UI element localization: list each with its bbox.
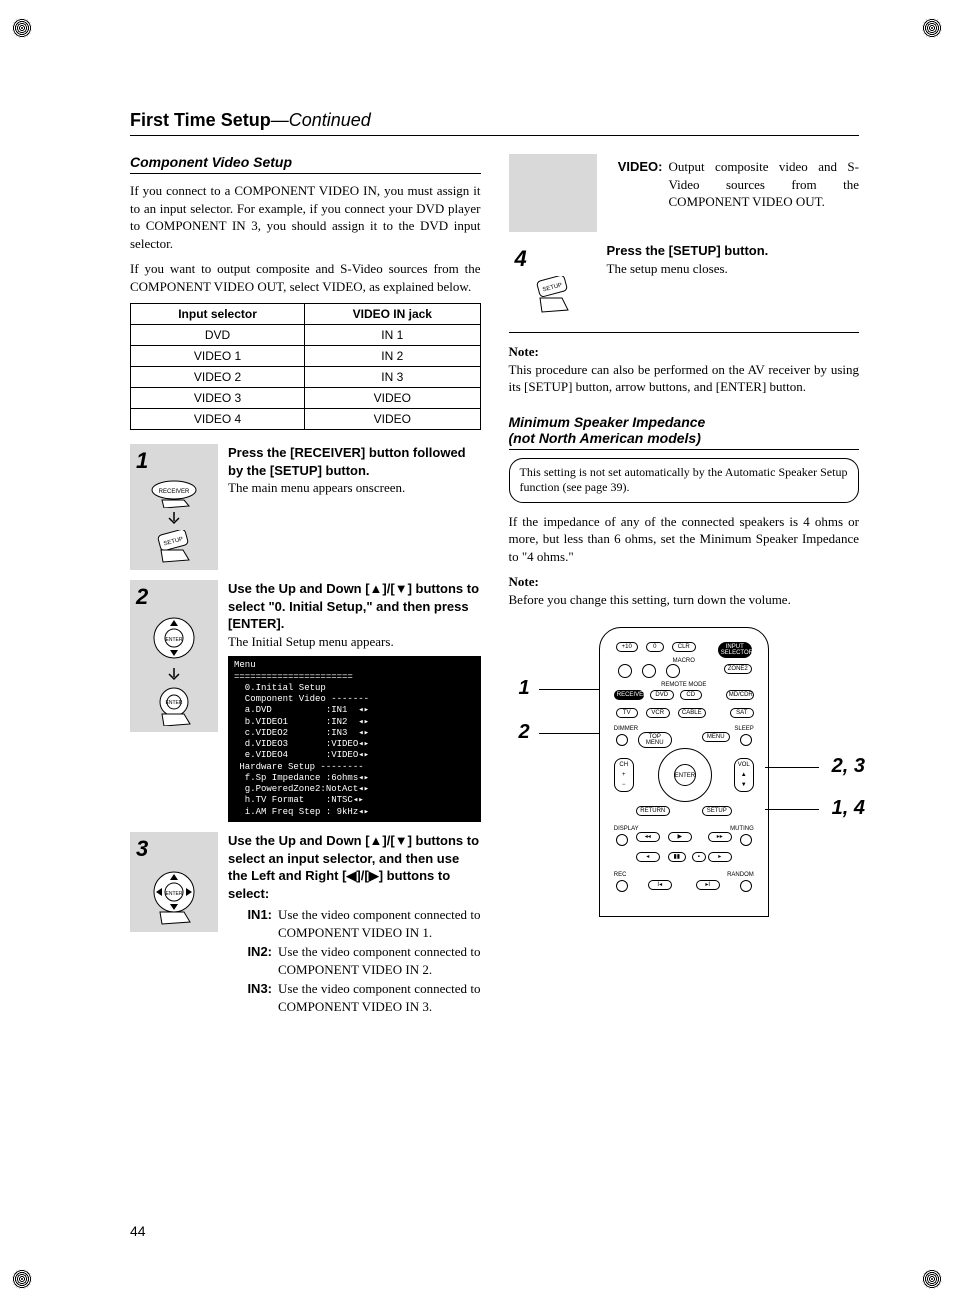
table-row: VIDEO 4VIDEO — [131, 409, 481, 430]
osd-menu-screenshot: Menu ====================== 0.Initial Se… — [228, 656, 481, 822]
remote-figure: +10 0 CLR INPUT SELECTOR MACRO ZONE2 REM… — [509, 627, 860, 937]
step-number: 3 — [136, 836, 214, 862]
annotation-1: 1 — [519, 677, 530, 700]
step-4: 4 SETUP Press the [SETUP] button. The se… — [509, 242, 860, 322]
step-1-body: Press the [RECEIVER] button followed by … — [218, 444, 481, 497]
step-3-lead: Use the Up and Down [▲]/[▼] buttons to s… — [228, 833, 479, 901]
annotation-2-3: 2, 3 — [832, 755, 865, 778]
step-3c-icon-box — [509, 154, 597, 232]
step-1-after: The main menu appears onscreen. — [228, 480, 405, 495]
step-number: 4 — [515, 246, 593, 272]
table-header-2: VIDEO IN jack — [305, 304, 480, 325]
step-3-icons: ENTER — [136, 866, 212, 926]
svg-text:RECEIVER: RECEIVER — [159, 489, 190, 495]
step-1-icons: RECEIVER SETUP — [136, 478, 212, 564]
callout-auto-setup: This setting is not set automatically by… — [509, 458, 860, 503]
step-number: 1 — [136, 448, 214, 474]
svg-text:ENTER: ENTER — [166, 700, 183, 706]
enter-dpad-icon: ENTER — [144, 614, 204, 664]
step-2-lead: Use the Up and Down [▲]/[▼] buttons to s… — [228, 581, 479, 631]
step-4-after: The setup menu closes. — [607, 261, 728, 276]
crop-dot — [922, 18, 942, 38]
def-in1: IN1:Use the video component connected to… — [228, 906, 481, 941]
step-1: 1 RECEIVER SETUP — [130, 444, 481, 570]
right-column: VIDEO: Output composite video and S-Vide… — [509, 154, 860, 1027]
crop-dot — [922, 1269, 942, 1289]
section-heading-component-video: Component Video Setup — [130, 154, 481, 174]
def-video: VIDEO: Output composite video and S-Vide… — [607, 158, 860, 211]
step-2-icon-box: 2 ENTER ENTER — [130, 580, 218, 732]
def-in2: IN2:Use the video component connected to… — [228, 943, 481, 978]
annotation-2: 2 — [519, 721, 530, 744]
step-1-lead: Press the [RECEIVER] button followed by … — [228, 445, 466, 478]
step-2-after: The Initial Setup menu appears. — [228, 634, 394, 649]
cv-para-1: If you connect to a COMPONENT VIDEO IN, … — [130, 182, 481, 252]
annotation-line — [539, 689, 599, 690]
step-3-icon-box: 3 ENTER — [130, 832, 218, 932]
title-main: First Time Setup — [130, 110, 271, 130]
annotation-line — [539, 733, 599, 734]
enter-dpad-icon: ENTER — [144, 866, 204, 926]
step-2-body: Use the Up and Down [▲]/[▼] buttons to s… — [218, 580, 481, 822]
note-text: This procedure can also be performed on … — [509, 362, 860, 395]
input-selector-table: Input selector VIDEO IN jack DVDIN 1 VID… — [130, 303, 481, 430]
remote-outline: +10 0 CLR INPUT SELECTOR MACRO ZONE2 REM… — [599, 627, 769, 917]
page-number: 44 — [130, 1223, 146, 1239]
arrow-down-icon — [167, 512, 181, 526]
step-4-icons: SETUP — [515, 276, 591, 316]
crop-dot — [12, 1269, 32, 1289]
remote-buttons: +10 0 CLR INPUT SELECTOR MACRO ZONE2 REM… — [608, 636, 760, 908]
setup-button-icon: SETUP — [526, 276, 580, 316]
crop-dot — [12, 18, 32, 38]
step-1-icon-box: 1 RECEIVER SETUP — [130, 444, 218, 570]
manual-page: First Time Setup—Continued Component Vid… — [0, 0, 954, 1297]
section-heading-impedance: Minimum Speaker Impedance (not North Ame… — [509, 414, 860, 450]
table-row: DVDIN 1 — [131, 325, 481, 346]
divider — [509, 332, 860, 333]
table-row: VIDEO 3VIDEO — [131, 388, 481, 409]
left-column: Component Video Setup If you connect to … — [130, 154, 481, 1027]
step-number: 2 — [136, 584, 214, 610]
impedance-para: If the impedance of any of the connected… — [509, 513, 860, 566]
step-2: 2 ENTER ENTER — [130, 580, 481, 822]
annotation-line — [765, 809, 819, 810]
impedance-note: Note: Before you change this setting, tu… — [509, 573, 860, 608]
page-title: First Time Setup—Continued — [130, 110, 859, 136]
table-header-1: Input selector — [131, 304, 305, 325]
step-3: 3 ENTER — [130, 832, 481, 1017]
def-in3: IN3:Use the video component connected to… — [228, 980, 481, 1015]
svg-text:ENTER: ENTER — [166, 637, 183, 643]
step-3-body: Use the Up and Down [▲]/[▼] buttons to s… — [218, 832, 481, 1017]
step-4-body: Press the [SETUP] button. The setup menu… — [597, 242, 860, 277]
enter-press-icon: ENTER — [150, 686, 198, 726]
two-column-layout: Component Video Setup If you connect to … — [130, 154, 859, 1027]
title-continued: —Continued — [271, 110, 371, 130]
annotation-1-4: 1, 4 — [832, 797, 865, 820]
note-label: Note: — [509, 344, 539, 359]
note-block: Note: This procedure can also be perform… — [509, 343, 860, 396]
step-3-continued: VIDEO: Output composite video and S-Vide… — [509, 154, 860, 232]
setup-button-icon: SETUP — [147, 530, 201, 564]
table-row: VIDEO 2IN 3 — [131, 367, 481, 388]
table-row: VIDEO 1IN 2 — [131, 346, 481, 367]
step-4-lead: Press the [SETUP] button. — [607, 243, 769, 258]
svg-text:ENTER: ENTER — [166, 891, 183, 897]
step-3c-body: VIDEO: Output composite video and S-Vide… — [597, 154, 860, 213]
cv-para-2: If you want to output composite and S-Vi… — [130, 260, 481, 295]
step-4-icon-box: 4 SETUP — [509, 242, 597, 322]
step-3-definitions: IN1:Use the video component connected to… — [228, 906, 481, 1015]
arrow-down-icon — [167, 668, 181, 682]
receiver-button-icon: RECEIVER — [144, 478, 204, 508]
annotation-line — [765, 767, 819, 768]
step-2-icons: ENTER ENTER — [136, 614, 212, 726]
